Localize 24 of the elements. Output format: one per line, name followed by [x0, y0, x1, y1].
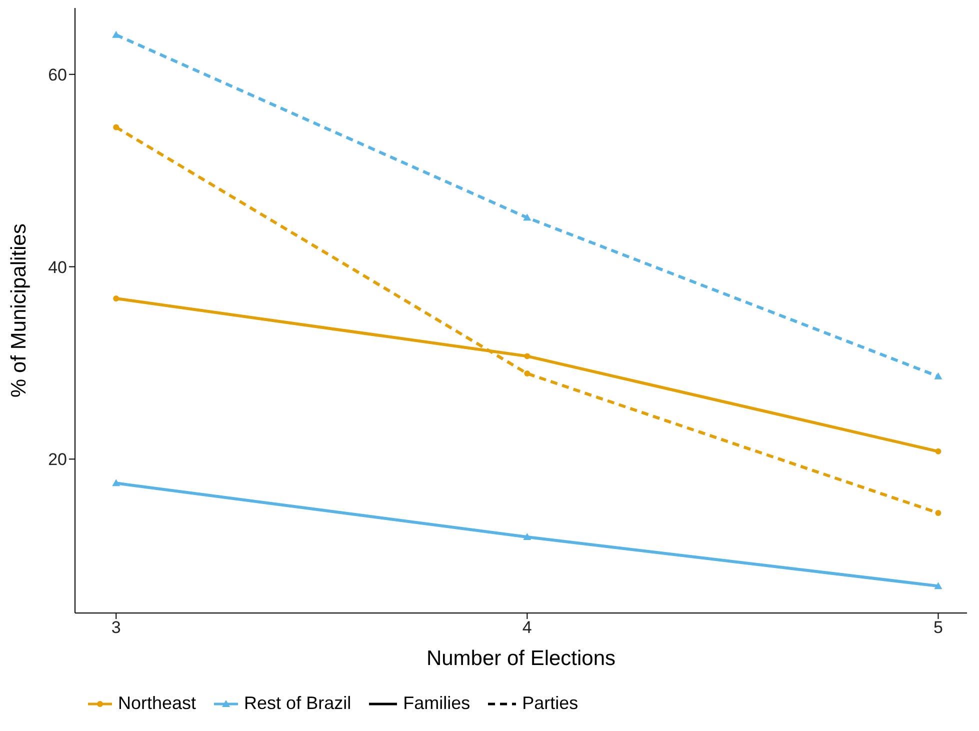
text: Parties — [521, 693, 578, 714]
y-tick-label: 60 — [48, 65, 67, 84]
point — [935, 448, 942, 454]
text: Families — [402, 693, 470, 714]
point — [524, 370, 530, 376]
point — [113, 124, 120, 130]
point — [935, 510, 942, 516]
point — [523, 533, 532, 540]
point — [524, 353, 530, 360]
x-tick-label: 4 — [522, 618, 532, 638]
y-tick-label: 40 — [48, 258, 67, 277]
x-tick-label: 5 — [933, 618, 943, 638]
legend-label: Rest of Brazil — [243, 693, 352, 714]
point — [934, 372, 942, 380]
point — [112, 479, 120, 486]
point — [523, 214, 532, 221]
x-tick-label: 3 — [111, 618, 121, 638]
y-tick-label: 20 — [48, 450, 67, 470]
x-axis-title: Number of Elections — [426, 647, 616, 670]
point — [113, 295, 120, 302]
legend-label: Northeast — [117, 693, 196, 714]
point — [934, 582, 942, 590]
point — [112, 30, 120, 38]
y-axis-title: % of Municipalities — [7, 224, 30, 398]
